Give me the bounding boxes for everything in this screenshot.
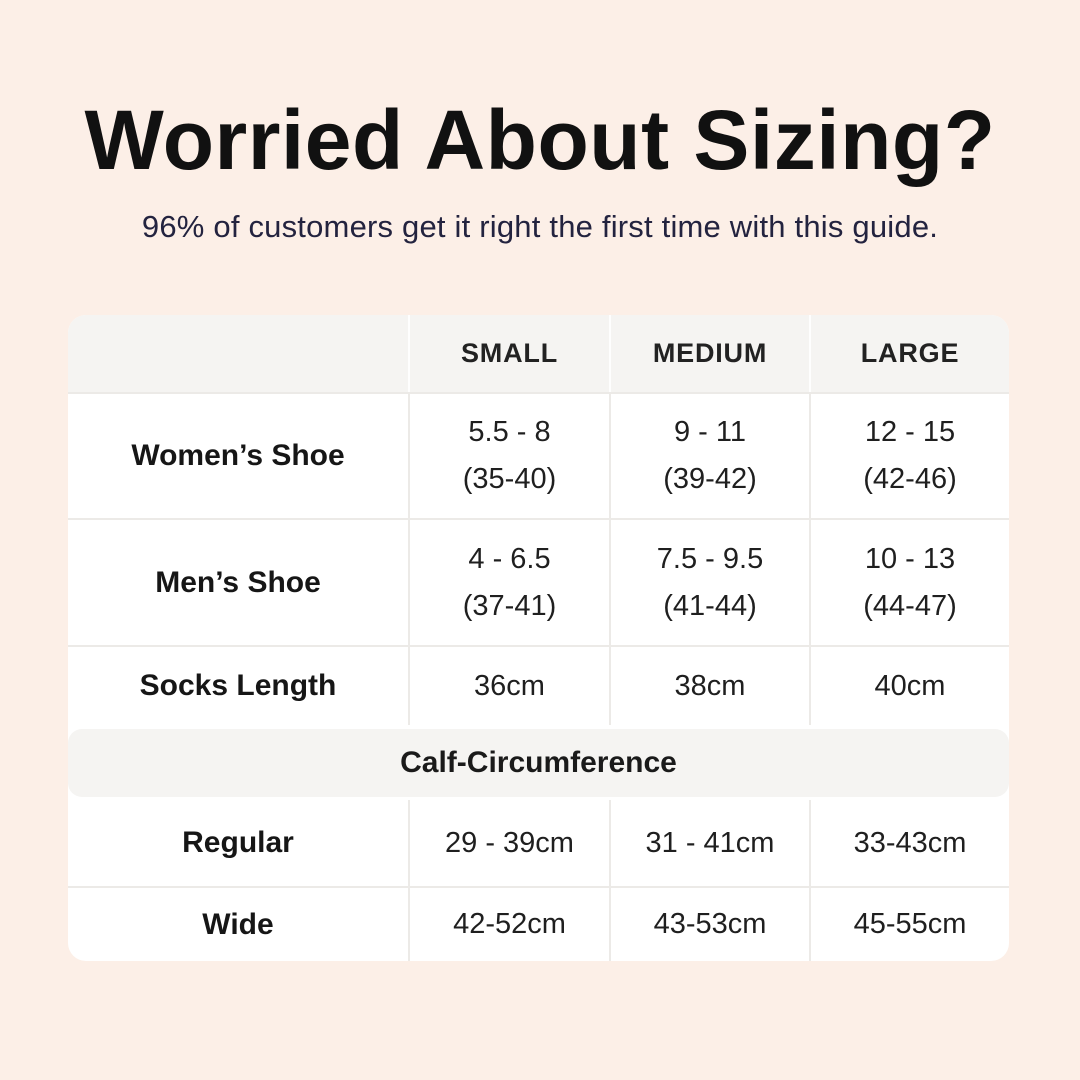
value-line-1: 5.5 - 8 bbox=[468, 416, 551, 448]
value-line-1: 12 - 15 bbox=[864, 416, 956, 448]
column-header-large: LARGE bbox=[809, 315, 1009, 392]
wide-large-cell: 45-55cm bbox=[809, 886, 1009, 961]
wide-small-cell: 42-52cm bbox=[408, 886, 609, 961]
womens-medium-cell: 9 - 11 (39-42) bbox=[609, 392, 809, 518]
value-line-1: 7.5 - 9.5 bbox=[656, 542, 764, 575]
table-row-wide: Wide 42-52cm 43-53cm 45-55cm bbox=[68, 886, 1009, 961]
value-line-2: (41-44) bbox=[663, 589, 757, 622]
table-row-mens-shoe: Men’s Shoe 4 - 6.5 (37-41) 7.5 - 9.5 (41… bbox=[68, 518, 1009, 645]
mens-large-cell: 10 - 13 (44-47) bbox=[809, 518, 1009, 645]
row-label-wide: Wide bbox=[68, 886, 408, 961]
socks-large-cell: 40cm bbox=[809, 645, 1009, 725]
section-header-row: Calf-Circumference bbox=[68, 725, 1009, 800]
row-label-womens-shoe: Women’s Shoe bbox=[68, 392, 408, 518]
socks-small-cell: 36cm bbox=[408, 645, 609, 725]
regular-small-cell: 29 - 39cm bbox=[408, 800, 609, 886]
regular-large-cell: 33-43cm bbox=[809, 800, 1009, 886]
table-row-socks-length: Socks Length 36cm 38cm 40cm bbox=[68, 645, 1009, 725]
mens-small-cell: 4 - 6.5 (37-41) bbox=[408, 518, 609, 645]
page-subtitle: 96% of customers get it right the first … bbox=[141, 209, 939, 244]
wide-medium-cell: 43-53cm bbox=[609, 886, 809, 961]
column-header-medium: MEDIUM bbox=[609, 315, 809, 392]
regular-medium-cell: 31 - 41cm bbox=[609, 800, 809, 886]
socks-medium-cell: 38cm bbox=[609, 645, 809, 725]
row-label-regular: Regular bbox=[182, 826, 294, 859]
value-line-1: 4 - 6.5 bbox=[468, 542, 551, 575]
value-line-2: (44-47) bbox=[863, 589, 957, 622]
value-line-2: (37-41) bbox=[462, 589, 557, 622]
mens-medium-cell: 7.5 - 9.5 (41-44) bbox=[609, 518, 809, 645]
section-header-calf-circumference: Calf-Circumference bbox=[68, 729, 1009, 797]
value-line-1: 9 - 11 bbox=[673, 416, 746, 448]
value-line-2: (35-40) bbox=[462, 463, 557, 495]
page-title: Worried About Sizing? bbox=[84, 93, 996, 187]
sizing-table: SMALL MEDIUM LARGE Women’s Shoe 5.5 - 8 … bbox=[68, 315, 1009, 961]
header-empty-cell bbox=[68, 315, 408, 392]
row-label-socks-length: Socks Length bbox=[68, 645, 408, 725]
value-line-1: 10 - 13 bbox=[864, 542, 956, 575]
table-row-regular: Regular 29 - 39cm 31 - 41cm 33-43cm bbox=[68, 800, 1009, 886]
value-line-2: (39-42) bbox=[663, 463, 757, 495]
womens-large-cell: 12 - 15 (42-46) bbox=[809, 392, 1009, 518]
row-label-mens-shoe: Men’s Shoe bbox=[68, 518, 408, 645]
table-row-womens-shoe: Women’s Shoe 5.5 - 8 (35-40) 9 - 11 (39-… bbox=[68, 392, 1009, 518]
womens-small-cell: 5.5 - 8 (35-40) bbox=[408, 392, 609, 518]
table-header-row: SMALL MEDIUM LARGE bbox=[68, 315, 1009, 392]
column-header-small: SMALL bbox=[408, 315, 609, 392]
value-line-2: (42-46) bbox=[863, 463, 957, 495]
